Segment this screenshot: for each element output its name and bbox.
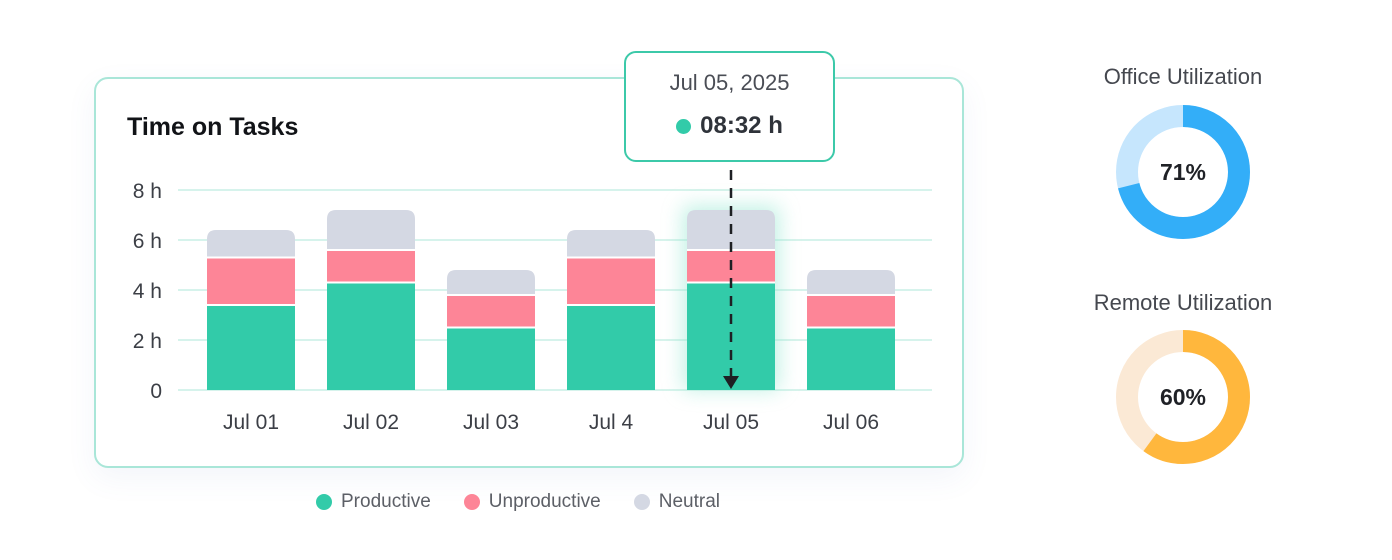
- bar-segment-unproductive: [327, 250, 415, 283]
- remote-utilization-title: Remote Utilization: [1093, 290, 1273, 315]
- tooltip-value: 08:32 h: [700, 112, 783, 139]
- y-tick-label: 0: [150, 380, 162, 403]
- chart-tooltip: Jul 05, 2025 08:32 h: [624, 51, 835, 162]
- legend-label-neutral: Neutral: [658, 491, 720, 512]
- legend-item-unproductive[interactable]: Unproductive: [463, 491, 601, 513]
- legend-item-neutral[interactable]: Neutral: [633, 491, 720, 513]
- bar-segment-unproductive: [447, 295, 535, 328]
- x-tick-label: Jul 02: [343, 411, 399, 434]
- x-tick-label: Jul 01: [223, 411, 279, 434]
- bar-segment-productive: [807, 327, 895, 390]
- y-tick-label: 6 h: [133, 230, 162, 253]
- x-tick-label: Jul 03: [463, 411, 519, 434]
- bar-segment-neutral: [207, 230, 295, 258]
- office-utilization-value: 71%: [1160, 159, 1206, 185]
- office-utilization-donut: 71%: [1116, 105, 1250, 239]
- bar-segment-unproductive: [207, 257, 295, 305]
- chart-legend: Productive Unproductive Neutral: [316, 491, 753, 513]
- x-tick-label: Jul 05: [703, 411, 759, 434]
- bar-segment-unproductive: [807, 295, 895, 328]
- y-tick-label: 2 h: [133, 330, 162, 353]
- bar-segment-neutral: [807, 270, 895, 295]
- remote-utilization-value: 60%: [1160, 384, 1206, 410]
- remote-donut-value-arc: [1116, 330, 1250, 464]
- y-tick-label: 4 h: [133, 280, 162, 303]
- legend-dot-unproductive: [463, 494, 480, 510]
- legend-label-unproductive: Unproductive: [488, 491, 601, 512]
- legend-dot-productive: [316, 494, 332, 510]
- x-tick-label: Jul 06: [823, 411, 879, 434]
- tooltip-productive-dot: [676, 118, 692, 134]
- chart-title: Time on Tasks: [127, 113, 299, 141]
- legend-label-productive: Productive: [341, 491, 431, 512]
- y-tick-label: 8 h: [133, 180, 162, 203]
- bar-segment-productive: [567, 305, 655, 390]
- legend-dot-neutral: [633, 494, 650, 510]
- bar-segment-productive: [327, 282, 415, 390]
- legend-item-productive[interactable]: Productive: [316, 491, 431, 513]
- bar-segment-neutral: [567, 230, 655, 258]
- tooltip-date: Jul 05, 2025: [669, 70, 790, 95]
- bar-segment-productive: [207, 305, 295, 390]
- office-utilization-title: Office Utilization: [1103, 64, 1263, 89]
- x-tick-label: Jul 4: [589, 411, 634, 434]
- bar-segment-unproductive: [567, 257, 655, 305]
- remote-utilization-donut: 60%: [1116, 330, 1250, 464]
- office-donut-value-arc: [1116, 105, 1250, 239]
- bar-segment-productive: [447, 327, 535, 390]
- bar-segment-neutral: [327, 210, 415, 250]
- tooltip-pointer-arrow: [723, 376, 739, 389]
- bar-segment-neutral: [447, 270, 535, 295]
